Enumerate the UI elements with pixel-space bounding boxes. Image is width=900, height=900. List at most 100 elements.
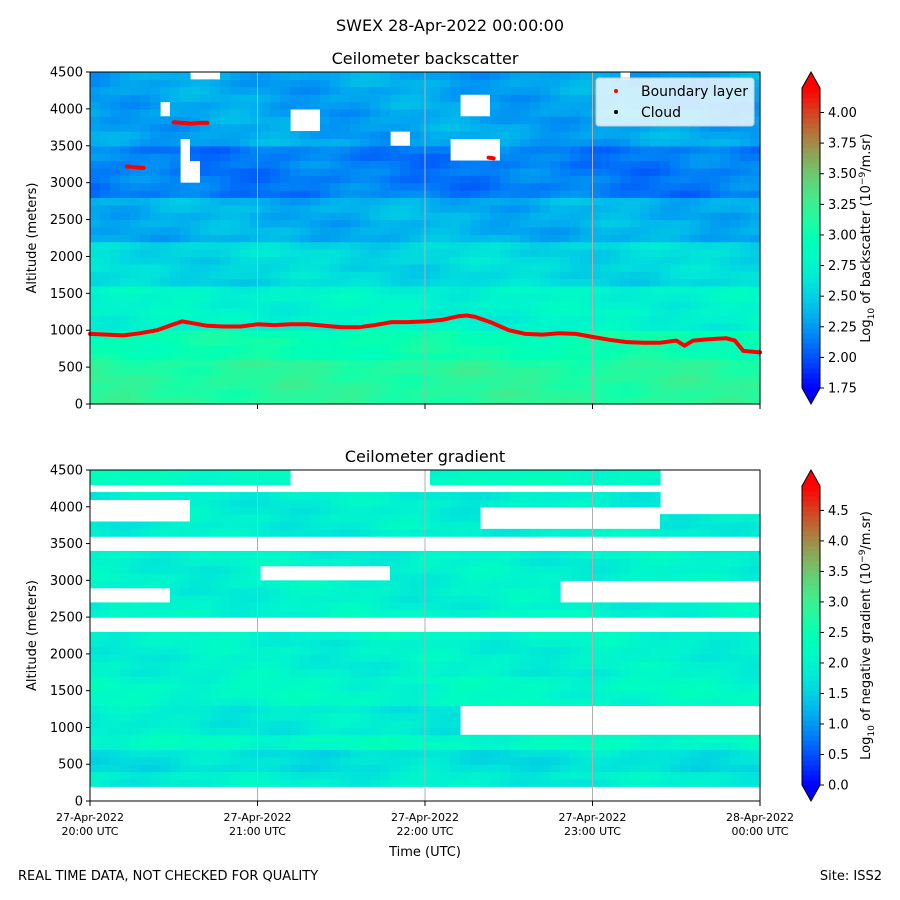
heatmap-cell [500,153,511,162]
heatmap-cell [610,690,621,699]
heatmap-cell [380,675,391,684]
heatmap-cell [260,116,271,125]
heatmap-cell [340,204,351,213]
heatmap-cell [470,381,481,390]
heatmap-cell [190,587,201,596]
heatmap-cell [380,367,391,376]
heatmap-cell [430,602,441,611]
heatmap-cell [600,359,611,368]
heatmap-cell [140,734,151,743]
heatmap-cell [570,190,581,199]
heatmap-cell [170,197,181,206]
heatmap-cell [550,108,561,117]
heatmap-cell [200,506,211,515]
heatmap-cell [620,690,631,699]
heatmap-cell [340,94,351,103]
heatmap-cell [330,145,341,154]
heatmap-cell [590,528,601,537]
heatmap-cell [550,86,561,95]
heatmap-cell [510,367,521,376]
heatmap-cell [580,558,591,567]
heatmap-cell [310,668,321,677]
heatmap-cell [410,683,421,692]
heatmap-cell [250,352,261,361]
heatmap-cell [90,226,101,235]
heatmap-cell [430,521,441,530]
heatmap-cell [130,204,141,213]
heatmap-cell [320,72,331,80]
heatmap-cell [560,690,571,699]
heatmap-cell [570,204,581,213]
heatmap-cell [130,79,141,88]
heatmap-cell [280,145,291,154]
heatmap-cell [440,204,451,213]
heatmap-cell [120,190,131,199]
heatmap-cell [230,720,241,729]
heatmap-cell [210,587,221,596]
heatmap-cell [130,94,141,103]
heatmap-cell [170,145,181,154]
heatmap-cell [500,241,511,250]
heatmap-cell [190,690,201,699]
heatmap-cell [280,86,291,95]
heatmap-cell [500,609,511,618]
heatmap-cell [560,771,571,780]
heatmap-cell [150,160,161,169]
heatmap-cell [650,256,661,265]
heatmap-cell [280,595,291,603]
heatmap-cell [390,734,401,743]
heatmap-cell [250,175,261,184]
heatmap-cell [310,263,321,272]
heatmap-cell [560,492,571,501]
legend-label: Boundary layer [641,84,748,100]
heatmap-cell [230,138,241,147]
heatmap-cell [250,749,261,758]
heatmap-cell [380,352,391,361]
heatmap-cell [610,234,621,243]
heatmap-cell [280,712,291,721]
heatmap-cell [290,145,301,154]
heatmap-cell [720,330,731,339]
heatmap-cell [170,337,181,346]
heatmap-cell [380,249,391,258]
heatmap-cell [410,212,421,221]
heatmap-cell [680,396,691,405]
heatmap-cell [440,190,451,199]
heatmap-cell [470,470,481,478]
heatmap-cell [440,352,451,361]
heatmap-cell [610,734,621,743]
heatmap-cell [540,175,551,184]
heatmap-cell [360,764,371,773]
heatmap-cell [460,675,471,684]
heatmap-cell [500,337,511,346]
heatmap-cell [550,572,561,581]
heatmap-cell [270,249,281,258]
heatmap-cell [140,712,151,721]
heatmap-cell [240,646,251,655]
heatmap-cell [210,271,221,280]
heatmap-cell [510,374,521,383]
heatmap-cell [560,764,571,773]
heatmap-cell [600,234,611,243]
heatmap-cell [170,94,181,103]
heatmap-cell [590,734,601,743]
heatmap-cell [580,749,591,758]
heatmap-cell [520,572,531,581]
heatmap-cell [280,653,291,662]
heatmap-cell [430,330,441,339]
heatmap-cell [750,94,761,103]
heatmap-cell [550,101,561,110]
heatmap-cell [280,374,291,383]
heatmap-cell [390,234,401,243]
heatmap-cell [350,337,361,346]
heatmap-cell [340,668,351,677]
heatmap-cell [630,381,641,390]
heatmap-cell [730,190,741,199]
heatmap-cell [150,771,161,780]
heatmap-cell [140,470,151,478]
heatmap-cell [340,646,351,655]
heatmap-cell [360,646,371,655]
heatmap-cell [720,182,731,191]
heatmap-cell [260,138,271,147]
heatmap-cell [640,528,651,537]
